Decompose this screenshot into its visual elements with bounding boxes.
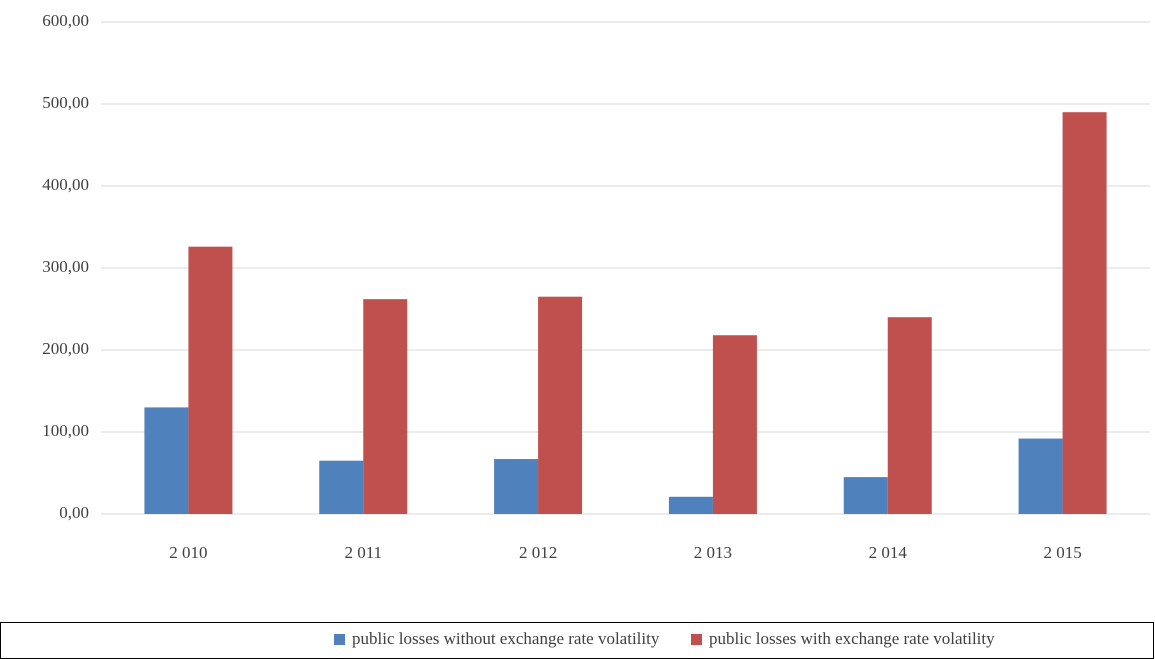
bar	[1018, 438, 1063, 514]
bar	[494, 459, 539, 514]
legend-label: public losses with exchange rate volatil…	[709, 629, 995, 648]
x-tick-label: 2 013	[694, 543, 732, 562]
y-tick-label: 600,00	[42, 11, 89, 30]
bar	[363, 299, 408, 514]
bar	[144, 407, 189, 514]
x-tick-label: 2 015	[1043, 543, 1081, 562]
y-tick-label: 100,00	[42, 421, 89, 440]
bar	[538, 296, 583, 514]
bar	[843, 477, 888, 514]
bar	[1062, 112, 1107, 514]
y-tick-label: 500,00	[42, 93, 89, 112]
legend-swatch	[334, 634, 345, 645]
y-tick-label: 200,00	[42, 339, 89, 358]
x-tick-label: 2 011	[344, 543, 382, 562]
bar	[712, 335, 757, 514]
bar	[668, 496, 713, 514]
y-tick-label: 300,00	[42, 257, 89, 276]
legend-swatch	[691, 634, 702, 645]
bar	[188, 246, 233, 514]
x-tick-label: 2 012	[519, 543, 557, 562]
x-tick-label: 2 014	[869, 543, 908, 562]
bar	[887, 317, 932, 514]
y-tick-label: 0,00	[59, 503, 89, 522]
legend-label: public losses without exchange rate vola…	[352, 629, 660, 648]
y-tick-label: 400,00	[42, 175, 89, 194]
x-tick-label: 2 010	[169, 543, 207, 562]
bar	[319, 460, 364, 514]
